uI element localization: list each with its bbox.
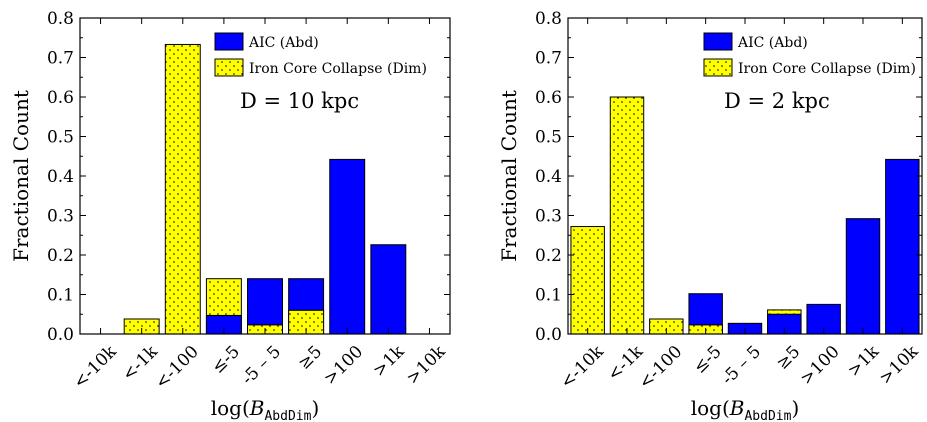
x-tick-label-lt-10k: <-10k xyxy=(557,341,608,392)
y-tick-label: 0.0 xyxy=(535,325,562,345)
x-axis-title: log(BAbdDim) xyxy=(691,396,800,422)
iron-core-bar-lt-10k xyxy=(570,226,605,335)
y-tick-label: 0.4 xyxy=(535,167,562,187)
bars xyxy=(570,96,920,335)
x-tick-label-ge5: ≥5 xyxy=(294,342,326,374)
legend: AIC (Abd) Iron Core Collapse (Dim) xyxy=(703,32,916,77)
x-tick-label-lt-100: <-100 xyxy=(152,342,203,393)
x-tick-label-gt10k: >10k xyxy=(876,341,923,388)
x-tick-label-5-to-5: -5 – 5 xyxy=(718,342,765,389)
chart-panel-d10kpc: 0.00.10.20.30.40.50.60.70.8<-10k<-1k<-10… xyxy=(9,9,451,422)
y-tick-label: 0.2 xyxy=(535,246,562,266)
legend-swatch-aic-abd xyxy=(703,32,733,51)
distance-annotation: D = 10 kpc xyxy=(240,89,359,113)
x-tick-label-le-5: ≤-5 xyxy=(208,342,244,378)
aic-bar-gt1k xyxy=(845,218,881,335)
legend-swatch-iron-core-collapse-dim xyxy=(214,58,244,77)
iron-core-bar-lt-100 xyxy=(164,43,201,335)
x-tick-label-lt-10k: <-10k xyxy=(70,341,121,392)
y-tick-label: 0.5 xyxy=(47,128,74,148)
aic-bar-gt10k xyxy=(885,158,920,335)
legend-label-iron-core-collapse-dim: Iron Core Collapse (Dim) xyxy=(738,61,916,77)
y-tick-label: 0.7 xyxy=(535,49,562,69)
y-tick-label: 0.3 xyxy=(47,207,74,227)
y-axis-title: Fractional Count xyxy=(497,90,521,262)
x-tick-label-5-to-5: -5 – 5 xyxy=(238,342,285,389)
x-tick-label-lt-100: <-100 xyxy=(635,342,686,393)
distance-annotation: D = 2 kpc xyxy=(724,89,830,113)
x-tick-label-ge5: ≥5 xyxy=(772,342,804,374)
legend-swatch-aic-abd xyxy=(214,32,244,51)
bars xyxy=(123,43,407,335)
legend-swatch-iron-core-collapse-dim xyxy=(703,58,733,77)
y-tick-label: 0.7 xyxy=(47,49,74,69)
x-tick-label-gt100: >100 xyxy=(797,342,844,389)
y-tick-label: 0.8 xyxy=(535,9,562,29)
y-tick-label: 0.6 xyxy=(47,88,74,108)
x-axis-title: log(BAbdDim) xyxy=(211,396,320,422)
y-tick-label: 0.6 xyxy=(535,88,562,108)
y-tick-label: 0.5 xyxy=(535,128,562,148)
y-axis-title: Fractional Count xyxy=(9,90,33,262)
y-tick-label: 0.8 xyxy=(47,9,74,29)
y-tick-label: 0.2 xyxy=(47,246,74,266)
y-tick-label: 0.4 xyxy=(47,167,74,187)
y-tick-label: 0.3 xyxy=(535,207,562,227)
x-tick-label-gt10k: >10k xyxy=(403,341,450,388)
y-tick-label: 0.0 xyxy=(47,325,74,345)
legend-label-aic-abd: AIC (Abd) xyxy=(737,35,808,51)
y-tick-label: 0.1 xyxy=(47,286,74,306)
legend: AIC (Abd) Iron Core Collapse (Dim) xyxy=(214,32,427,77)
legend-label-aic-abd: AIC (Abd) xyxy=(248,35,319,51)
x-tick-label-gt100: >100 xyxy=(320,342,367,389)
chart-panel-d2kpc: 0.00.10.20.30.40.50.60.70.8<-10k<-1k<-10… xyxy=(497,9,923,422)
y-tick-label: 0.1 xyxy=(535,286,562,306)
aic-bar-gt1k xyxy=(370,244,407,335)
iron-core-bar-lt-1k xyxy=(609,96,645,335)
aic-bar-gt100 xyxy=(329,158,366,335)
legend-label-iron-core-collapse-dim: Iron Core Collapse (Dim) xyxy=(249,61,427,77)
